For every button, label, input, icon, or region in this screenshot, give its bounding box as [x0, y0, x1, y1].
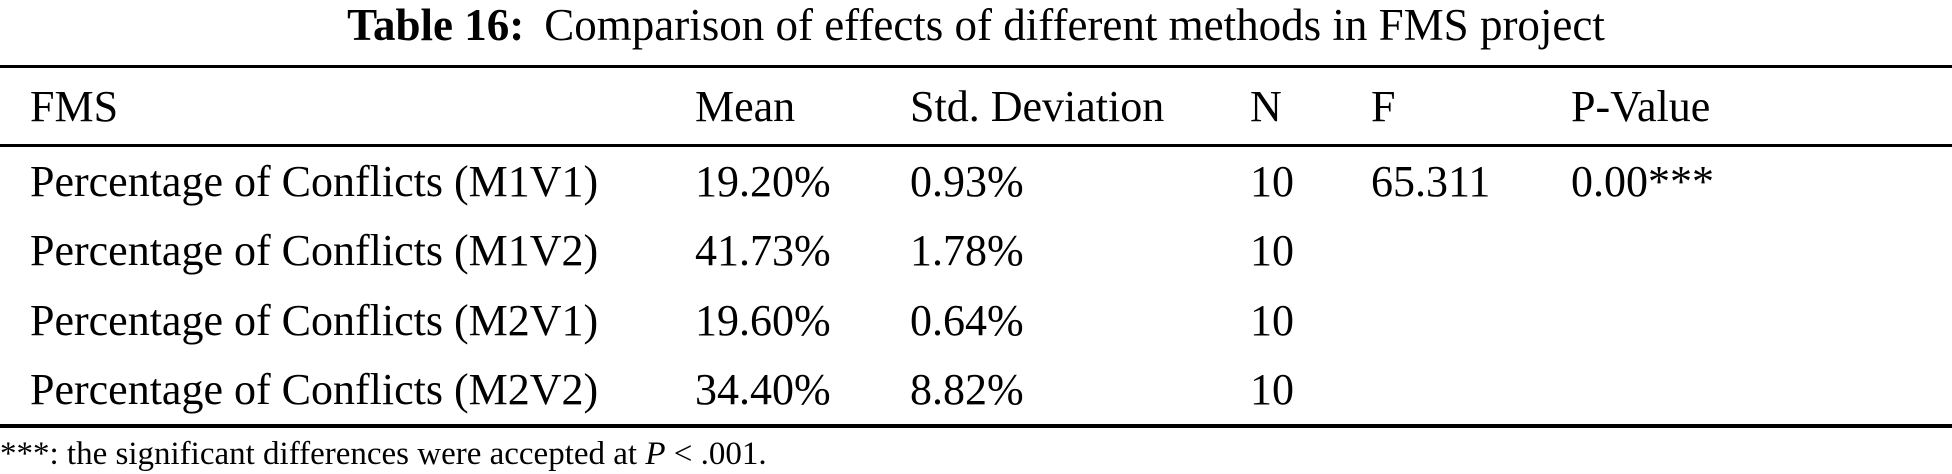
footnote-threshold: < .001.: [665, 435, 767, 472]
column-header-p-value: P-Value: [1571, 81, 1711, 131]
significance-footnote: ***: the significant differences were ac…: [0, 435, 1952, 473]
cell-p-value: [1571, 356, 1952, 426]
cell-p-value: 0.00***: [1571, 156, 1714, 206]
cell-std: 0.64%: [910, 296, 1024, 345]
comparison-table: FMS Mean Std. Deviation N F P-Value Perc…: [0, 65, 1952, 428]
cell-n: 10: [1250, 365, 1294, 414]
header-row: FMS Mean Std. Deviation N F P-Value: [0, 67, 1952, 146]
table-row-m1v2: Percentage of Conflicts (M1V2) 41.73% 1.…: [0, 216, 1952, 286]
table-header: FMS Mean Std. Deviation N F P-Value: [0, 67, 1952, 146]
cell-p-value: [1571, 286, 1952, 356]
cell-p-value: [1571, 216, 1952, 286]
column-header-std-deviation: Std. Deviation: [910, 81, 1165, 131]
cell-fms: Percentage of Conflicts (M1V2): [30, 226, 599, 275]
cell-n: 10: [1250, 296, 1294, 345]
footnote-text: : the significant differences were accep…: [49, 435, 646, 472]
column-header-n: N: [1250, 81, 1282, 131]
cell-n: 10: [1250, 226, 1294, 275]
cell-fms: Percentage of Conflicts (M1V1): [30, 156, 599, 206]
footnote-marker: ***: [0, 435, 50, 472]
column-header-f: F: [1371, 81, 1396, 131]
table-body: Percentage of Conflicts (M1V1) 19.20% 0.…: [0, 146, 1952, 426]
column-header-mean: Mean: [695, 81, 796, 131]
cell-std: 1.78%: [910, 226, 1024, 275]
cell-f: [1371, 356, 1571, 426]
footnote-p-symbol: P: [645, 435, 666, 472]
cell-f: 65.311: [1371, 156, 1491, 206]
column-header-fms: FMS: [30, 81, 119, 131]
cell-fms: Percentage of Conflicts (M2V2): [30, 365, 599, 414]
cell-f: [1371, 216, 1571, 286]
cell-mean: 34.40%: [695, 365, 831, 414]
cell-std: 8.82%: [910, 365, 1024, 414]
cell-mean: 41.73%: [695, 226, 831, 275]
table-row-m2v2: Percentage of Conflicts (M2V2) 34.40% 8.…: [0, 356, 1952, 426]
cell-std: 0.93%: [910, 156, 1024, 206]
cell-mean: 19.20%: [695, 156, 831, 206]
table-row-m1v1: Percentage of Conflicts (M1V1) 19.20% 0.…: [0, 146, 1952, 216]
cell-f: [1371, 286, 1571, 356]
cell-n: 10: [1250, 156, 1294, 206]
table-row-m2v1: Percentage of Conflicts (M2V1) 19.60% 0.…: [0, 286, 1952, 356]
cell-fms: Percentage of Conflicts (M2V1): [30, 296, 599, 345]
table-caption-text: Comparison of effects of different metho…: [544, 0, 1605, 50]
table-caption: Table 16: Comparison of effects of diffe…: [0, 0, 1952, 65]
cell-mean: 19.60%: [695, 296, 831, 345]
table-caption-label: Table 16:: [347, 0, 525, 50]
